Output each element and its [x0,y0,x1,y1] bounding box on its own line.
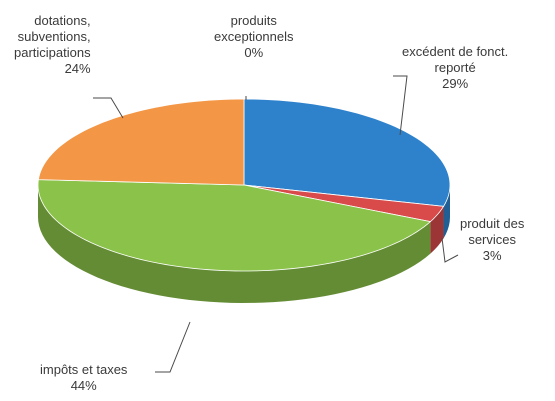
slice-0 [243,98,451,207]
slice-percent: 24% [64,61,91,76]
slice-name: excédent de fonct. reporté [402,44,509,75]
leader-line-3 [93,97,124,119]
label-impots-et-taxes: impôts et taxes 44% [40,362,127,394]
label-excedent-de-fonct-reporte: excédent de fonct. reporté 29% [402,44,508,92]
label-produit-des-services: produit des services 3% [460,216,524,264]
slice-percent: 3% [482,248,502,263]
slice-side-1 [430,206,444,254]
slice-percent: 29% [442,76,469,91]
slice-side-2 [38,185,431,303]
slice-1 [243,184,445,223]
label-produits-exceptionnels: produits exceptionnels 0% [214,13,294,61]
slice-percent: 44% [70,378,97,393]
leader-line-0 [393,75,408,136]
slice-name: dotations, subventions, participations [14,13,91,60]
slice-name: produit des services [460,216,525,247]
slice-side-0 [443,185,450,239]
leader-lines [93,75,459,373]
label-dotations-subventions-participations: dotations, subventions, participations 2… [14,13,91,77]
leader-line-1 [441,237,459,263]
leader-line-2 [155,321,191,373]
pie-side-walls [38,185,450,303]
slice-3 [37,98,245,186]
slice-percent: 0% [244,45,264,60]
slice-name: impôts et taxes [40,362,128,377]
slice-name: produits exceptionnels [214,13,294,44]
slice-2 [37,179,432,272]
pie-top-faces [37,98,451,272]
